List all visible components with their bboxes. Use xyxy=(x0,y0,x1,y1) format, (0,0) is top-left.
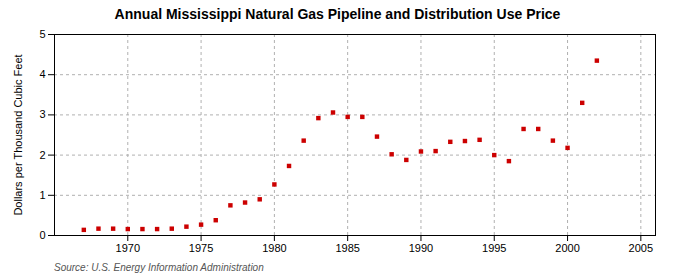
svg-text:1970: 1970 xyxy=(116,242,140,254)
svg-text:3: 3 xyxy=(39,108,45,120)
svg-text:1995: 1995 xyxy=(482,242,506,254)
svg-text:1990: 1990 xyxy=(409,242,433,254)
svg-text:1: 1 xyxy=(39,189,45,201)
svg-text:Dollars per Thousand Cubic Fee: Dollars per Thousand Cubic Feet xyxy=(12,54,24,215)
svg-text:0: 0 xyxy=(39,229,45,241)
svg-text:2000: 2000 xyxy=(555,242,579,254)
html-text:Annual Mississippi Natural Gas: Annual Mississippi Natural Gas Pipeline … xyxy=(114,6,561,22)
html-text:Source: U.S. Energy Informatio: Source: U.S. Energy Information Administ… xyxy=(54,262,264,273)
svg-text:2: 2 xyxy=(39,149,45,161)
svg-text:1975: 1975 xyxy=(189,242,213,254)
svg-text:1980: 1980 xyxy=(262,242,286,254)
svg-text:2005: 2005 xyxy=(629,242,653,254)
svg-text:1985: 1985 xyxy=(335,242,359,254)
svg-text:5: 5 xyxy=(39,28,45,40)
svg-text:4: 4 xyxy=(39,68,45,80)
